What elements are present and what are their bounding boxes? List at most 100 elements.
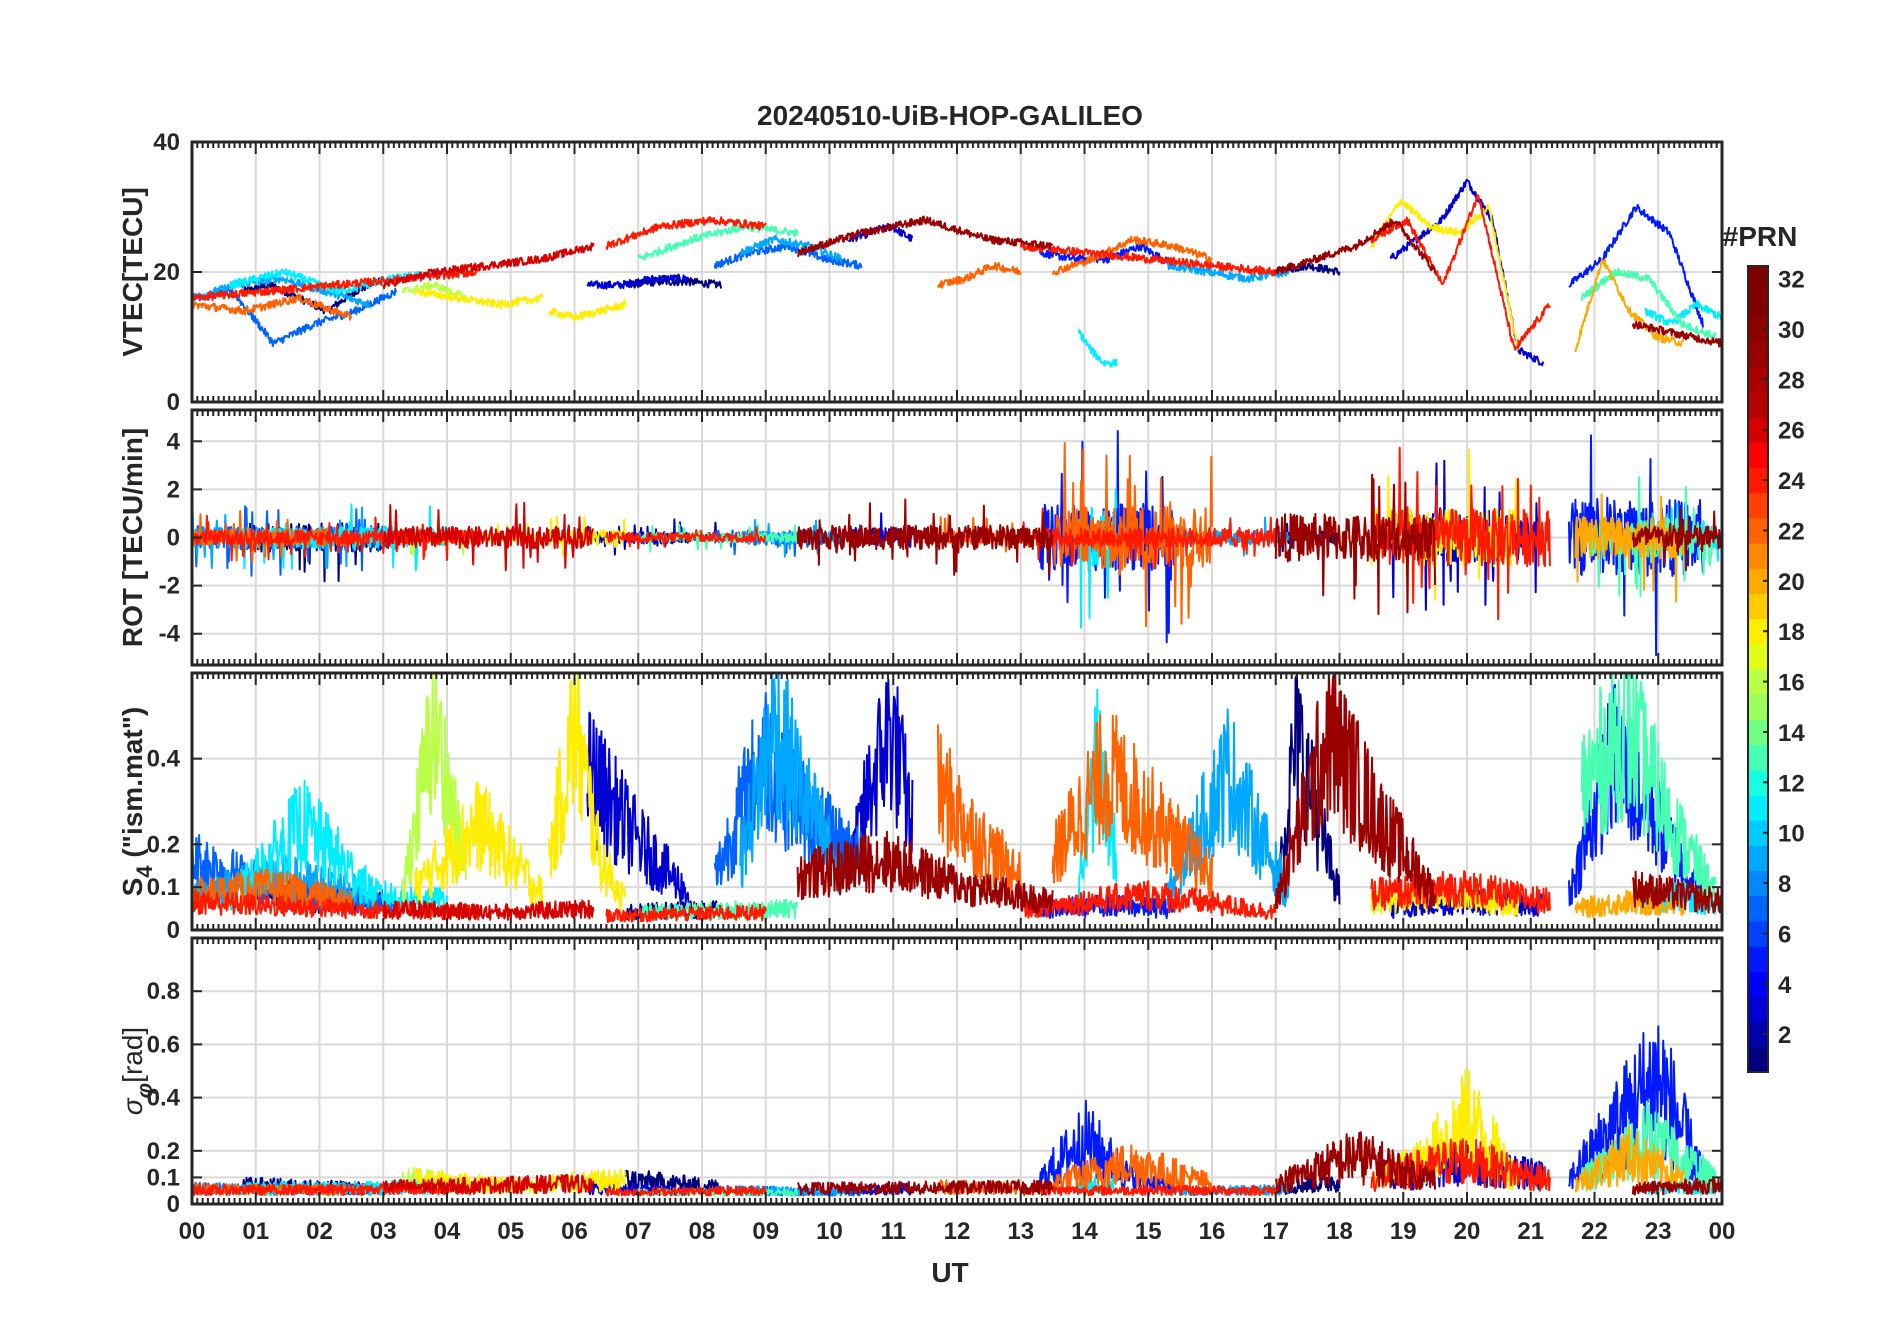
colorbar-swatch: [1748, 744, 1768, 771]
series-line-prn-26: [1370, 870, 1551, 915]
colorbar-tick-label: 8: [1778, 871, 1791, 898]
series-line-prn-26: [1019, 242, 1277, 277]
x-tick-label: 20: [1454, 1218, 1481, 1245]
y-tick-label: -2: [159, 573, 180, 600]
x-tick-labels: 00 01 02 03 04 05 06 07 08 09 10 11 12 13 14 15 16 17 18 19…: [179, 1218, 1736, 1245]
colorbar-tick-label: 30: [1778, 317, 1805, 344]
colorbar-swatch: [1748, 971, 1768, 998]
colorbar-tick-label: 2: [1778, 1022, 1791, 1049]
panel-rot: -4 -2 0 2 4 ROT [TECU/min]: [117, 408, 1724, 667]
x-tick-label: 23: [1645, 1218, 1672, 1245]
series-line-prn-26: [1019, 1184, 1277, 1197]
x-ticks-vtec: [191, 142, 1723, 402]
x-tick-label: 21: [1517, 1218, 1544, 1245]
x-tick-label: 13: [1007, 1218, 1034, 1245]
series-line-prn-4: [586, 273, 690, 290]
series-line-prn-16: [1580, 267, 1717, 340]
series-line-prn-20: [1370, 198, 1519, 351]
series-line-prn-2: [624, 1169, 723, 1195]
colorbar-swatch: [1748, 442, 1768, 469]
colorbar-swatch: [1748, 517, 1768, 544]
series-line-prn-26: [192, 1182, 480, 1197]
y-axis-label-rot: ROT [TECU/min]: [117, 428, 148, 647]
series-line-prn-2: [1274, 673, 1341, 905]
colorbar-tick-label: 28: [1778, 367, 1805, 394]
series-line-prn-10: [739, 673, 844, 894]
y-tick-label: 0: [167, 917, 180, 944]
colorbar-swatch: [1748, 391, 1768, 418]
colorbar-swatch: [1748, 845, 1768, 872]
series-line-prn-26: [605, 216, 767, 250]
series-line-prn-28: [382, 242, 595, 290]
y-tick-label: 0.6: [147, 1031, 180, 1058]
y-axis-label-s4: S4 ("ism.mat"): [117, 707, 157, 897]
grid-vtec: [192, 142, 1722, 402]
chart-title: 20240510-UiB-HOP-GALILEO: [757, 100, 1143, 131]
colorbar-frame: [1747, 265, 1769, 1073]
series-line-prn-20: [414, 781, 544, 909]
y-tick-label: 0: [167, 389, 180, 416]
y-tick-label: 0: [167, 1191, 180, 1218]
series-line-prn-8: [713, 242, 863, 270]
series-line-prn-16: [637, 223, 799, 261]
series-line-prn-30: [1274, 473, 1437, 615]
colorbar-swatch: [1748, 769, 1768, 796]
series-group-rot: [192, 430, 1722, 657]
series-line-prn-30: [1631, 320, 1722, 348]
x-tick-label: 09: [752, 1218, 779, 1245]
y-tick-label: -4: [159, 621, 181, 648]
series-line-prn-18: [401, 673, 468, 902]
colorbar-swatch: [1748, 291, 1768, 317]
x-tick-label: 07: [625, 1218, 652, 1245]
series-line-prn-26: [605, 1185, 767, 1197]
colorbar-tick-label: 24: [1778, 468, 1805, 495]
y-tick-label: 20: [153, 259, 180, 286]
colorbar-swatch: [1748, 694, 1768, 720]
colorbar-swatch: [1748, 593, 1768, 620]
x-tick-label: 17: [1262, 1218, 1289, 1245]
colorbar-swatch: [1748, 417, 1768, 443]
colorbar-tick-label: 12: [1778, 770, 1805, 797]
colorbar-swatch: [1748, 341, 1768, 368]
colorbar-swatch: [1748, 467, 1768, 494]
colorbar-swatch: [1748, 618, 1768, 645]
colorbar-tick-label: 10: [1778, 821, 1805, 848]
y-tick-label: 0.1: [147, 874, 180, 901]
x-tick-label: 11: [881, 1218, 906, 1245]
series-line-prn-30: [1631, 508, 1722, 572]
x-ticks-sigma: [191, 938, 1723, 1204]
series-line-prn-30: [796, 830, 1054, 915]
panel-sigma: 00.10.2 0.4 0.6 0.8 σφ[rad]: [117, 936, 1724, 1218]
y-tick-label: 0.2: [147, 1138, 180, 1165]
series-line-prn-24: [192, 293, 353, 321]
x-tick-label: 02: [306, 1218, 333, 1245]
series-line-prn-10: [739, 234, 843, 264]
series-line-prn-12: [1644, 300, 1722, 326]
colorbar-swatch: [1748, 1046, 1768, 1073]
colorbar-swatch: [1748, 719, 1768, 746]
colorbar-tick-label: 26: [1778, 418, 1805, 445]
colorbar-tick-label: 22: [1778, 518, 1805, 545]
colorbar-swatch: [1748, 1021, 1768, 1048]
series-line-prn-6: [1568, 203, 1704, 328]
series-line-prn-26: [605, 526, 767, 550]
y-axis-label-vtec: VTEC[TECU]: [117, 187, 148, 357]
series-line-prn-28: [382, 1173, 595, 1195]
colorbar-tick-label: 32: [1778, 267, 1805, 294]
x-tick-label: 05: [497, 1218, 524, 1245]
series-line-prn-30: [796, 215, 1054, 258]
series-line-prn-24: [1051, 713, 1213, 898]
colorbar-swatch: [1748, 568, 1768, 595]
series-line-prn-20: [548, 299, 627, 322]
colorbar-swatch: [1748, 794, 1768, 821]
colorbar-label: #PRN: [1723, 221, 1798, 252]
series-line-prn-26: [1019, 507, 1277, 568]
x-tick-label: 04: [434, 1218, 461, 1245]
x-tick-label: 08: [689, 1218, 716, 1245]
series-group-s4: [192, 673, 1722, 924]
series-line-prn-30: [1274, 1131, 1437, 1194]
x-tick-label: 06: [561, 1218, 588, 1245]
